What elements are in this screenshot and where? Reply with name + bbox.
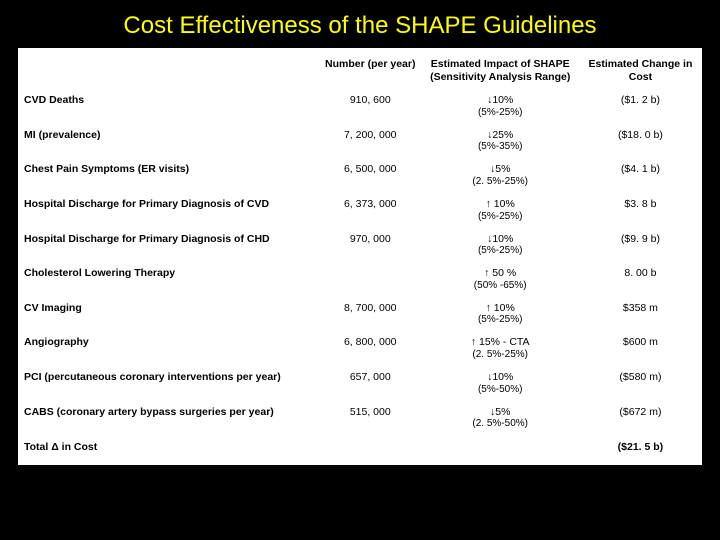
impact-main: ↓10% bbox=[428, 94, 573, 107]
row-number: 6, 800, 000 bbox=[319, 331, 422, 366]
table-row: CVD Deaths910, 600↓10%(5%-25%)($1. 2 b) bbox=[18, 89, 702, 124]
col-header-number: Number (per year) bbox=[319, 54, 422, 89]
table-row: Hospital Discharge for Primary Diagnosis… bbox=[18, 228, 702, 263]
row-label: Hospital Discharge for Primary Diagnosis… bbox=[18, 228, 319, 263]
row-label: CV Imaging bbox=[18, 297, 319, 332]
row-cost: ($4. 1 b) bbox=[579, 158, 702, 193]
row-impact: ↑ 10%(5%-25%) bbox=[422, 193, 579, 228]
col-header-cost: Estimated Change in Cost bbox=[579, 54, 702, 89]
total-number bbox=[319, 435, 422, 459]
col-header-label bbox=[18, 54, 319, 89]
row-impact: ↓10%(5%-50%) bbox=[422, 366, 579, 401]
row-cost: ($672 m) bbox=[579, 401, 702, 436]
row-number: 970, 000 bbox=[319, 228, 422, 263]
page-title: Cost Effectiveness of the SHAPE Guidelin… bbox=[0, 0, 720, 48]
impact-range: (5%-50%) bbox=[428, 384, 573, 396]
table-row: Cholesterol Lowering Therapy ↑ 50 %(50% -… bbox=[18, 262, 702, 297]
row-impact: ↑ 50 %(50% -65%) bbox=[422, 262, 579, 297]
row-cost: $3. 8 b bbox=[579, 193, 702, 228]
impact-main: ↓5% bbox=[428, 163, 573, 176]
total-cost: ($21. 5 b) bbox=[579, 435, 702, 459]
impact-range: (5%-25%) bbox=[428, 314, 573, 326]
row-number: 657, 000 bbox=[319, 366, 422, 401]
row-cost: $358 m bbox=[579, 297, 702, 332]
impact-main: ↑ 50 % bbox=[428, 267, 573, 280]
cost-table-container: Number (per year) Estimated Impact of SH… bbox=[18, 48, 702, 465]
impact-range: (2. 5%-25%) bbox=[428, 349, 573, 361]
row-cost: $600 m bbox=[579, 331, 702, 366]
impact-main: ↓10% bbox=[428, 233, 573, 246]
cost-effectiveness-table: Number (per year) Estimated Impact of SH… bbox=[18, 54, 702, 459]
row-number: 515, 000 bbox=[319, 401, 422, 436]
row-number: 6, 500, 000 bbox=[319, 158, 422, 193]
row-number: 8, 700, 000 bbox=[319, 297, 422, 332]
impact-range: (5%-25%) bbox=[428, 107, 573, 119]
row-number: 7, 200, 000 bbox=[319, 124, 422, 159]
row-label: PCI (percutaneous coronary interventions… bbox=[18, 366, 319, 401]
row-label: CVD Deaths bbox=[18, 89, 319, 124]
row-cost: ($1. 2 b) bbox=[579, 89, 702, 124]
row-cost: ($580 m) bbox=[579, 366, 702, 401]
col-header-impact: Estimated Impact of SHAPE (Sensitivity A… bbox=[422, 54, 579, 89]
row-label: Chest Pain Symptoms (ER visits) bbox=[18, 158, 319, 193]
impact-main: ↓10% bbox=[428, 371, 573, 384]
row-cost: 8. 00 b bbox=[579, 262, 702, 297]
impact-range: (50% -65%) bbox=[428, 280, 573, 292]
impact-range: (2. 5%-25%) bbox=[428, 176, 573, 188]
row-impact: ↓5%(2. 5%-25%) bbox=[422, 158, 579, 193]
row-impact: ↓10%(5%-25%) bbox=[422, 89, 579, 124]
impact-main: ↓25% bbox=[428, 129, 573, 142]
row-label: Cholesterol Lowering Therapy bbox=[18, 262, 319, 297]
row-number: 910, 600 bbox=[319, 89, 422, 124]
row-label: CABS (coronary artery bypass surgeries p… bbox=[18, 401, 319, 436]
row-impact: ↑ 15% - CTA(2. 5%-25%) bbox=[422, 331, 579, 366]
table-row: CABS (coronary artery bypass surgeries p… bbox=[18, 401, 702, 436]
row-impact: ↑ 10%(5%-25%) bbox=[422, 297, 579, 332]
total-row: Total Δ in Cost ($21. 5 b) bbox=[18, 435, 702, 459]
table-row: Angiography6, 800, 000↑ 15% - CTA(2. 5%-… bbox=[18, 331, 702, 366]
total-label: Total Δ in Cost bbox=[18, 435, 319, 459]
impact-range: (5%-25%) bbox=[428, 245, 573, 257]
row-impact: ↓10%(5%-25%) bbox=[422, 228, 579, 263]
row-label: MI (prevalence) bbox=[18, 124, 319, 159]
header-row: Number (per year) Estimated Impact of SH… bbox=[18, 54, 702, 89]
row-label: Hospital Discharge for Primary Diagnosis… bbox=[18, 193, 319, 228]
impact-main: ↑ 15% - CTA bbox=[428, 336, 573, 349]
table-row: Hospital Discharge for Primary Diagnosis… bbox=[18, 193, 702, 228]
impact-range: (5%-25%) bbox=[428, 211, 573, 223]
row-impact: ↓25%(5%-35%) bbox=[422, 124, 579, 159]
impact-range: (2. 5%-50%) bbox=[428, 418, 573, 430]
impact-range: (5%-35%) bbox=[428, 141, 573, 153]
impact-main: ↑ 10% bbox=[428, 198, 573, 211]
impact-main: ↓5% bbox=[428, 406, 573, 419]
row-label: Angiography bbox=[18, 331, 319, 366]
total-impact bbox=[422, 435, 579, 459]
row-cost: ($18. 0 b) bbox=[579, 124, 702, 159]
impact-main: ↑ 10% bbox=[428, 302, 573, 315]
table-row: PCI (percutaneous coronary interventions… bbox=[18, 366, 702, 401]
row-impact: ↓5%(2. 5%-50%) bbox=[422, 401, 579, 436]
row-number: 6, 373, 000 bbox=[319, 193, 422, 228]
table-row: Chest Pain Symptoms (ER visits)6, 500, 0… bbox=[18, 158, 702, 193]
table-row: CV Imaging8, 700, 000↑ 10%(5%-25%)$358 m bbox=[18, 297, 702, 332]
row-cost: ($9. 9 b) bbox=[579, 228, 702, 263]
table-row: MI (prevalence)7, 200, 000↓25%(5%-35%)($… bbox=[18, 124, 702, 159]
row-number bbox=[319, 262, 422, 297]
